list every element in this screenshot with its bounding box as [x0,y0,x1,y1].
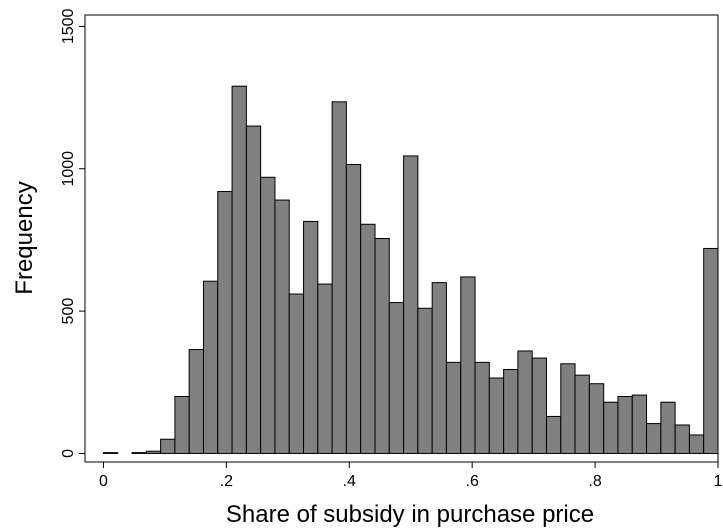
bar [617,396,633,454]
bar [303,220,319,454]
bar [174,396,190,454]
bar [188,349,204,454]
bar [160,438,176,454]
bar [646,423,662,454]
bar [688,434,705,454]
bar [231,85,247,454]
bar [145,450,162,454]
bar [217,191,233,454]
bar [245,125,262,454]
bar [102,452,119,454]
x-tick-label: .4 [343,473,356,490]
bar [531,357,547,454]
bar [417,307,433,454]
bar [674,424,690,454]
y-tick-label: 500 [60,298,77,325]
bar [574,374,590,454]
bar [517,350,533,454]
y-axis-label: Frequency [11,181,38,294]
bar [288,293,305,454]
x-tick-label: .8 [588,473,601,490]
y-tick-label: 1500 [60,8,77,44]
plot-frame [84,14,719,463]
bar [388,302,405,454]
bar [260,176,276,454]
bar [131,452,147,454]
bar [560,363,576,454]
bar [331,101,347,454]
bar [703,247,719,454]
bar [545,415,562,454]
bar [588,383,605,454]
bar [503,368,519,454]
bar [317,283,333,454]
bar [488,377,505,454]
bar [202,280,219,454]
bar [374,238,390,454]
y-tick-label: 1000 [60,151,77,187]
bar [403,155,419,454]
x-tick-label: .6 [466,473,479,490]
x-axis-label: Share of subsidy in purchase price [226,501,594,528]
x-tick-label: 0 [99,473,108,490]
bar [360,223,376,454]
y-tick-label: 0 [60,449,77,458]
bar [631,394,648,454]
x-tick-label: 1 [714,473,723,490]
bar [345,163,362,454]
bar [474,361,490,454]
x-tick-label: .2 [220,473,233,490]
bar [660,401,676,454]
bar [460,276,476,454]
bar [431,282,447,454]
bar [274,199,290,454]
bar [445,361,462,454]
bar [603,401,619,454]
